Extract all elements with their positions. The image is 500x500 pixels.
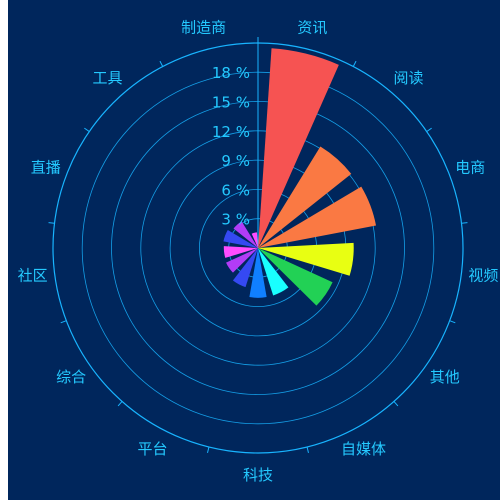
bar-其他[interactable] bbox=[258, 248, 333, 306]
category-label: 制造商 bbox=[181, 19, 226, 37]
angle-axis-tick bbox=[306, 446, 309, 453]
category-label: 平台 bbox=[138, 440, 168, 458]
angle-axis-tick bbox=[352, 60, 357, 67]
category-label: 综合 bbox=[56, 368, 86, 386]
radius-tick-label: 3 % bbox=[221, 211, 250, 229]
angle-axis-tick bbox=[393, 401, 399, 407]
bar-电商[interactable] bbox=[258, 186, 377, 248]
bar-series bbox=[223, 48, 377, 306]
bar-平台[interactable] bbox=[232, 248, 258, 288]
angle-axis-tick bbox=[60, 320, 67, 324]
category-label: 科技 bbox=[243, 466, 273, 484]
angle-axis-tick bbox=[449, 320, 456, 324]
angle-axis-tick bbox=[159, 60, 164, 67]
bar-自媒体[interactable] bbox=[258, 248, 289, 296]
category-label: 资讯 bbox=[297, 19, 327, 37]
category-label: 阅读 bbox=[394, 69, 424, 87]
radius-tick-label: 9 % bbox=[221, 152, 250, 170]
category-label: 直播 bbox=[31, 159, 61, 177]
bar-视频[interactable] bbox=[258, 242, 354, 276]
category-label: 社区 bbox=[18, 266, 48, 284]
category-label: 自媒体 bbox=[341, 440, 386, 458]
bar-工具[interactable] bbox=[233, 221, 258, 248]
category-label: 其他 bbox=[430, 368, 460, 386]
bar-资讯[interactable] bbox=[258, 48, 339, 248]
angle-axis-tick bbox=[207, 446, 210, 453]
bar-直播[interactable] bbox=[223, 230, 258, 248]
angle-axis-tick bbox=[117, 401, 123, 407]
bar-科技[interactable] bbox=[249, 248, 267, 298]
category-label: 视频 bbox=[468, 266, 498, 284]
bar-制造商[interactable] bbox=[251, 232, 258, 248]
angle-axis-tick bbox=[48, 222, 55, 224]
category-label: 电商 bbox=[455, 159, 485, 177]
angle-axis-tick bbox=[426, 127, 432, 132]
angle-axis-tick bbox=[84, 127, 90, 132]
radius-tick-label: 15 % bbox=[212, 94, 250, 112]
radius-tick-label: 18 % bbox=[212, 64, 250, 82]
angle-axis-tick bbox=[461, 222, 468, 224]
chart-background: 3 % 6 % 9 % 12 % 15 % 18 % 资讯阅读电商视频其他自媒体科技 平台 综合… bbox=[8, 0, 500, 500]
category-label: 工具 bbox=[92, 69, 122, 87]
bar-社区[interactable] bbox=[223, 246, 258, 258]
bar-阅读[interactable] bbox=[258, 146, 352, 248]
radius-tick-label: 12 % bbox=[212, 123, 250, 141]
bar-综合[interactable] bbox=[226, 248, 258, 273]
radius-tick-label: 6 % bbox=[221, 181, 250, 199]
